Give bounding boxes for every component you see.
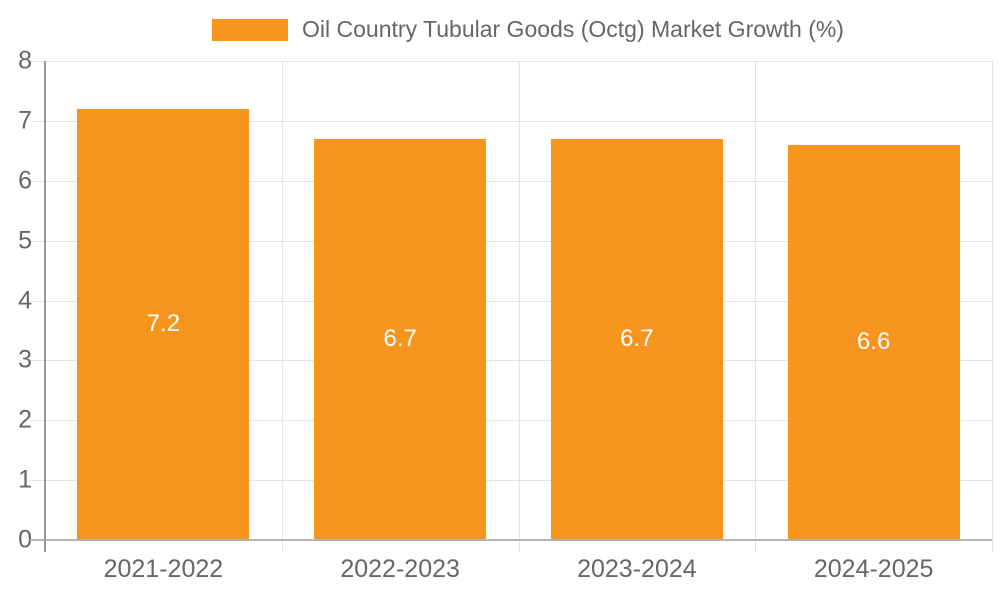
gridline-horizontal bbox=[30, 480, 992, 482]
gridline-horizontal bbox=[30, 360, 992, 362]
gridline-vertical bbox=[992, 61, 993, 552]
gridline-vertical bbox=[518, 61, 520, 552]
y-axis-line bbox=[44, 61, 46, 552]
bar-value-label: 6.6 bbox=[856, 328, 891, 356]
gridline-horizontal bbox=[30, 180, 992, 182]
bar-value-label: 7.2 bbox=[146, 310, 181, 338]
x-tick-label: 2021-2022 bbox=[103, 555, 224, 583]
gridline-horizontal bbox=[30, 61, 992, 62]
bar: 6.7 bbox=[314, 138, 487, 540]
y-tick-label: 4 bbox=[18, 286, 32, 314]
legend-swatch-icon bbox=[212, 18, 289, 41]
bar: 6.7 bbox=[550, 138, 723, 540]
y-tick-label: 2 bbox=[18, 405, 32, 434]
bar-value-label: 6.7 bbox=[383, 325, 417, 353]
y-tick-label: 0 bbox=[18, 525, 32, 554]
x-axis-line bbox=[30, 539, 992, 541]
legend-label: Oil Country Tubular Goods (Octg) Market … bbox=[302, 16, 844, 42]
chart-legend[interactable]: Oil Country Tubular Goods (Octg) Market … bbox=[28, 16, 1000, 43]
x-tick-label: 2024-2025 bbox=[813, 555, 934, 583]
bar-value-label: 6.7 bbox=[620, 325, 654, 353]
y-tick-label: 8 bbox=[18, 46, 32, 75]
gridline-horizontal bbox=[30, 240, 992, 242]
gridline-horizontal bbox=[30, 120, 992, 122]
gridline-horizontal bbox=[30, 300, 992, 302]
x-tick-label: 2023-2024 bbox=[577, 555, 697, 583]
gridline-vertical bbox=[281, 61, 283, 552]
y-tick-label: 6 bbox=[18, 166, 32, 195]
gridline-horizontal bbox=[30, 420, 992, 422]
x-tick-label: 2022-2023 bbox=[340, 555, 460, 583]
bar: 6.6 bbox=[787, 144, 960, 540]
y-tick-label: 3 bbox=[18, 345, 32, 374]
y-tick-label: 7 bbox=[18, 106, 32, 135]
bar: 7.2 bbox=[77, 108, 250, 540]
gridline-vertical bbox=[755, 61, 757, 552]
plot-area: 0 1 2 3 4 5 6 7 8 7.2 6.7 6.7 6.6 2021-2022 2022-202… bbox=[18, 48, 993, 582]
y-tick-label: 5 bbox=[18, 226, 32, 255]
y-tick-label: 1 bbox=[18, 465, 32, 494]
